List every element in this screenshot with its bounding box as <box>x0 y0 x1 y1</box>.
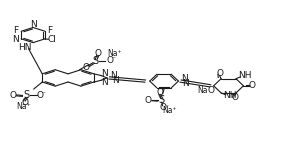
Text: NH: NH <box>238 71 251 80</box>
Text: Na: Na <box>197 86 207 95</box>
Text: S: S <box>159 95 165 105</box>
Text: O: O <box>83 63 90 72</box>
Text: F: F <box>14 25 18 35</box>
Text: S: S <box>23 90 30 100</box>
Text: N: N <box>30 20 37 28</box>
Text: HN: HN <box>18 42 32 52</box>
Text: O: O <box>249 81 255 90</box>
Text: O: O <box>94 49 101 58</box>
Text: N: N <box>111 71 117 80</box>
Text: ⁻: ⁻ <box>41 89 46 98</box>
Text: ⁻: ⁻ <box>165 102 169 111</box>
Text: N: N <box>12 35 19 44</box>
Text: O: O <box>216 69 223 78</box>
Text: ⁻: ⁻ <box>112 55 116 64</box>
Text: N: N <box>101 78 108 87</box>
Text: O: O <box>157 88 164 97</box>
Text: NH: NH <box>223 91 236 100</box>
Text: N: N <box>101 69 108 78</box>
Text: O: O <box>207 86 214 95</box>
Text: O: O <box>159 103 166 112</box>
Text: N: N <box>181 74 187 83</box>
Text: S: S <box>92 56 98 66</box>
Text: O: O <box>22 98 29 107</box>
Text: O: O <box>231 93 238 102</box>
Text: Na⁺: Na⁺ <box>16 102 31 111</box>
Text: O: O <box>145 96 151 105</box>
Text: O: O <box>37 91 43 100</box>
Text: N: N <box>112 76 119 85</box>
Text: Cl: Cl <box>48 35 57 44</box>
Text: N: N <box>183 79 189 88</box>
Text: O: O <box>107 56 114 65</box>
Text: Na⁺: Na⁺ <box>107 49 122 58</box>
Text: Na⁺: Na⁺ <box>162 106 177 115</box>
Text: O: O <box>9 91 16 100</box>
Text: F: F <box>48 25 53 35</box>
